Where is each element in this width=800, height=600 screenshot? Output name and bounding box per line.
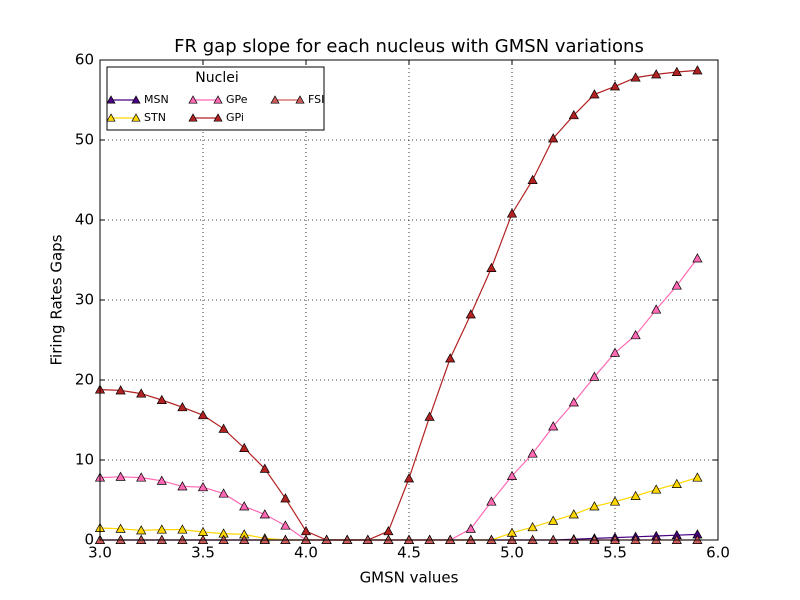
y-tick-label: 0 — [84, 531, 94, 549]
data-point — [280, 493, 291, 503]
data-point — [424, 411, 435, 421]
data-point — [671, 66, 682, 76]
data-point — [568, 109, 579, 120]
x-tick-label: 3.5 — [191, 544, 215, 562]
data-point — [589, 89, 600, 99]
legend-marker — [270, 95, 280, 104]
data-point — [156, 475, 167, 485]
series-line — [99, 258, 698, 541]
data-point — [548, 515, 559, 525]
legend-marker — [188, 113, 198, 122]
x-tick-label: 6.0 — [706, 544, 730, 562]
legend-marker — [106, 95, 116, 104]
data-point — [156, 524, 167, 534]
data-point — [692, 472, 703, 482]
data-point — [115, 471, 126, 481]
x-axis-label: GMSN values — [360, 569, 459, 587]
y-tick-label: 30 — [75, 291, 94, 309]
data-point — [609, 496, 621, 506]
legend-title: Nuclei — [195, 70, 238, 86]
legend-marker — [213, 95, 223, 104]
x-tick-label: 4.5 — [397, 544, 421, 562]
data-point — [259, 463, 270, 473]
data-point — [239, 501, 250, 511]
data-point — [486, 496, 497, 506]
data-point — [156, 394, 167, 404]
data-point — [300, 525, 312, 536]
data-point — [692, 65, 703, 75]
data-point — [177, 524, 188, 534]
data-point — [630, 72, 641, 82]
data-point — [280, 520, 291, 530]
data-point — [197, 409, 209, 420]
data-point — [568, 397, 579, 407]
series-line — [99, 69, 698, 541]
data-point — [651, 484, 662, 494]
legend-marker — [295, 95, 305, 104]
x-tick-label: 3.0 — [88, 544, 112, 562]
data-point — [115, 523, 126, 533]
data-point — [465, 309, 476, 319]
data-point — [527, 521, 538, 532]
x-tick-label: 5.5 — [603, 544, 627, 562]
legend-label: STN — [144, 111, 166, 124]
legend-marker — [131, 113, 141, 122]
legend-marker — [131, 95, 141, 104]
data-point — [630, 329, 641, 340]
data-point — [115, 385, 126, 395]
data-point — [136, 525, 147, 535]
y-tick-label: 50 — [75, 131, 94, 149]
y-tick-label: 40 — [75, 211, 94, 229]
x-tick-label: 4.0 — [294, 544, 318, 562]
data-point — [136, 472, 147, 482]
x-tick-label: 5.0 — [500, 544, 524, 562]
data-point — [692, 253, 703, 263]
legend-marker — [188, 95, 198, 104]
data-point — [609, 81, 621, 91]
data-point — [259, 509, 270, 519]
data-point — [506, 208, 518, 218]
data-point — [136, 388, 147, 398]
data-point — [527, 448, 538, 458]
data-point — [548, 133, 559, 143]
legend-label: FSI — [308, 93, 324, 106]
data-point — [671, 280, 682, 290]
data-point — [548, 421, 559, 431]
data-point — [671, 478, 682, 488]
legend: Nuclei MSN STN GPe GPi FSI — [106, 66, 325, 131]
legend-label: GPi — [226, 111, 244, 124]
data-point — [403, 473, 415, 483]
data-point — [589, 501, 600, 511]
data-point — [589, 371, 600, 381]
y-tick-label: 20 — [75, 371, 94, 389]
legend-label: GPe — [226, 93, 248, 106]
data-point — [651, 69, 662, 79]
series-line — [100, 533, 698, 541]
data-point — [218, 423, 229, 433]
legend-marker — [213, 113, 223, 122]
data-point — [177, 481, 188, 491]
plot-frame — [99, 59, 719, 541]
data-point — [177, 401, 188, 412]
data-point — [651, 304, 662, 314]
chart-title: FR gap slope for each nucleus with GMSN … — [174, 36, 644, 57]
data-point — [445, 353, 456, 363]
y-axis-label: Firing Rates Gaps — [48, 234, 66, 365]
data-point — [630, 490, 641, 500]
legend-marker — [106, 113, 116, 122]
data-point — [506, 470, 518, 480]
y-tick-label: 10 — [75, 451, 94, 469]
data-point — [486, 262, 497, 272]
data-point — [527, 174, 538, 184]
data-point — [218, 488, 229, 498]
y-tick-label: 60 — [75, 51, 94, 69]
legend-label: MSN — [144, 93, 169, 106]
data-point — [568, 509, 579, 519]
data-point — [239, 442, 250, 452]
data-point — [197, 481, 209, 492]
data-point — [609, 347, 621, 357]
data-point — [383, 525, 394, 536]
data-point — [465, 523, 476, 533]
